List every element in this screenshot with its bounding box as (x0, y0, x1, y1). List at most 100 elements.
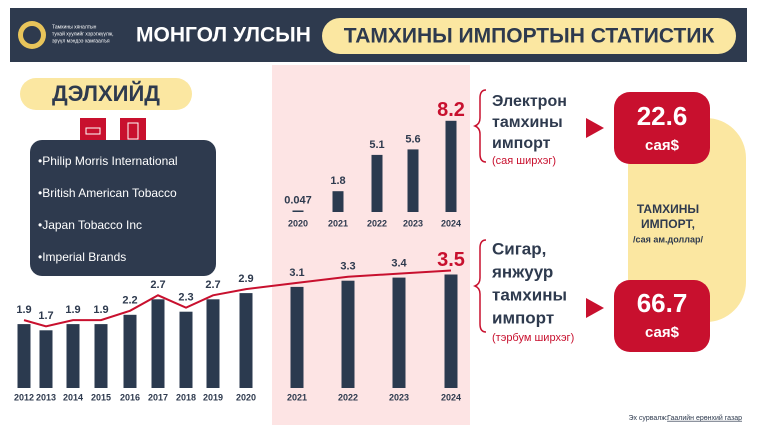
value-label: 1.7 (38, 310, 53, 322)
title-right: ТАМХИНЫ ИМПОРТЫН СТАТИСТИК (344, 25, 715, 48)
totals-title: ИМПОРТ, (641, 217, 695, 231)
bar (39, 330, 53, 388)
motto: тухай хуулийг хэрэгжүүлж, (52, 30, 114, 37)
total-value: 22.6 (637, 101, 688, 131)
icon (120, 118, 146, 144)
x-tick-label: 2016 (120, 392, 140, 402)
value-label: 1.9 (16, 304, 31, 316)
x-tick-label: 2014 (63, 392, 83, 402)
x-tick-label: 2021 (328, 218, 348, 228)
x-tick-label: 2023 (389, 392, 409, 402)
bar (444, 274, 458, 388)
arrow (586, 298, 604, 318)
bar (290, 286, 304, 388)
x-tick-label: 2023 (403, 218, 423, 228)
chart-name: Сигар, (492, 239, 546, 258)
value-label: 2.7 (150, 279, 165, 291)
icon-glyph (127, 122, 139, 140)
value-label: 5.6 (405, 133, 420, 145)
motto: Тамхины хяналтын (52, 24, 97, 30)
chart-unit: (сая ширхэг) (492, 155, 556, 167)
chart-name: импорт (492, 308, 554, 327)
bar (332, 191, 344, 212)
value-label: 1.9 (65, 304, 80, 316)
totals-unit: /сая ам.доллар/ (633, 234, 703, 244)
x-tick-label: 2018 (176, 392, 196, 402)
total-unit: сая$ (645, 137, 680, 154)
bar (206, 299, 220, 388)
x-tick-label: 2015 (91, 392, 111, 402)
total-box (614, 280, 710, 352)
chart-name: тамхины (492, 114, 563, 131)
totals-pill (628, 118, 746, 322)
value-label: 1.9 (93, 304, 108, 316)
chart-name: Электрон (492, 93, 567, 110)
value-label: 3.3 (340, 261, 355, 273)
x-tick-label: 2022 (367, 218, 387, 228)
total-unit: сая$ (645, 324, 680, 341)
chart-name: импорт (492, 135, 551, 152)
total-box (614, 92, 710, 164)
value-label: 3.4 (391, 258, 407, 270)
icon-glyph (85, 127, 101, 135)
value-label: 2.7 (205, 279, 220, 291)
value-label: 0.047 (284, 194, 312, 206)
bar (151, 299, 165, 388)
source-link[interactable]: Гаалийн ерөнхий газар (667, 414, 742, 422)
brace (472, 89, 487, 163)
source-label: Эх сурвалж: (628, 415, 668, 422)
bar (292, 210, 304, 212)
bar (341, 280, 355, 388)
icon (80, 118, 106, 144)
trend-line (23, 269, 452, 328)
bar (239, 293, 253, 388)
x-tick-label: 2020 (236, 392, 256, 402)
x-tick-label: 2024 (441, 218, 461, 228)
chart-name: янжуур (491, 262, 553, 281)
company: •British American Tobacco (38, 186, 177, 200)
company: •Philip Morris International (38, 154, 178, 168)
value-label: 2.9 (238, 273, 253, 285)
x-tick-label: 2012 (14, 392, 34, 402)
chart-unit: (тэрбум ширхэг) (492, 332, 574, 344)
x-tick-label: 2013 (36, 392, 56, 402)
value-label: 2.2 (122, 295, 137, 307)
bar (17, 324, 31, 388)
value-label: 2.3 (178, 292, 193, 304)
value-label: 3.1 (289, 267, 304, 279)
world-title: ДЭЛХИЙД (52, 81, 160, 106)
bar (179, 311, 193, 388)
x-tick-label: 2019 (203, 392, 223, 402)
value-label: 8.2 (437, 99, 465, 121)
motto: эрүүл мэндээ хамгаалъя (52, 38, 110, 44)
value-label: 1.8 (330, 175, 345, 187)
value-label: 3.5 (437, 249, 465, 271)
bar (392, 277, 406, 388)
bar (123, 314, 137, 388)
x-tick-label: 2017 (148, 392, 168, 402)
company: •Japan Tobacco Inc (38, 218, 142, 232)
total-value: 66.7 (637, 288, 688, 318)
brace (472, 239, 487, 333)
company-box (30, 140, 216, 276)
company: •Imperial Brands (38, 250, 126, 264)
arrow (586, 118, 604, 138)
totals-title: ТАМХИНЫ (637, 202, 699, 216)
recent-highlight (272, 65, 470, 425)
title-left: МОНГОЛ УЛСЫН (136, 24, 311, 47)
x-tick-label: 2022 (338, 392, 358, 402)
world-pill (20, 78, 192, 110)
logo-inner (23, 26, 41, 44)
bar (445, 120, 457, 212)
chart-name: тамхины (492, 285, 567, 304)
bar (371, 154, 383, 212)
bar (407, 149, 419, 212)
x-tick-label: 2020 (288, 218, 308, 228)
bar (94, 324, 108, 388)
value-label: 5.1 (369, 139, 384, 151)
title-pill (322, 18, 736, 54)
x-tick-label: 2024 (441, 392, 461, 402)
bar (66, 324, 80, 388)
x-tick-label: 2021 (287, 392, 307, 402)
